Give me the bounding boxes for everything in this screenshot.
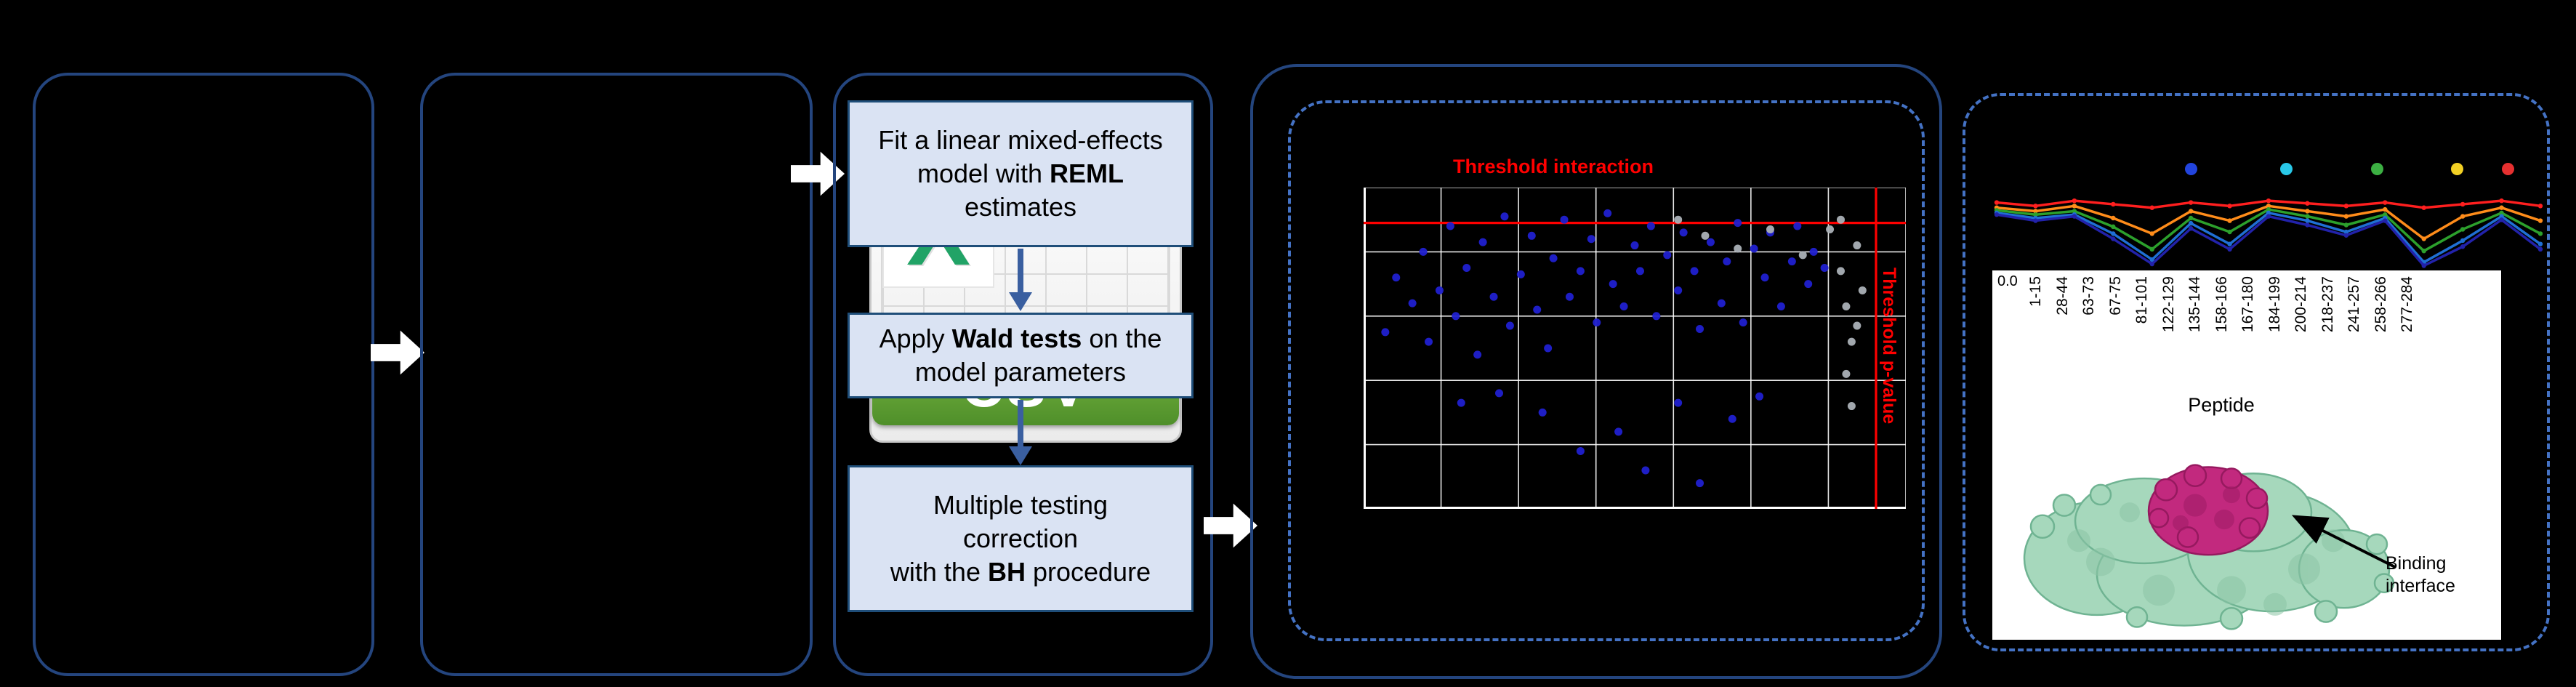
scatter-svg bbox=[1363, 187, 1907, 510]
legend-dot bbox=[2280, 163, 2293, 175]
peptide-tick: 184-199 bbox=[2266, 276, 2283, 333]
peptide-tick: 200-214 bbox=[2293, 276, 2309, 333]
binding-interface-label: Binding interface bbox=[2386, 553, 2455, 596]
peptide-tick: 277-284 bbox=[2399, 276, 2415, 333]
peptide-axis-label: Peptide bbox=[2188, 394, 2255, 416]
peptide-tick: 167-180 bbox=[2239, 276, 2256, 333]
step-reml-text: Fit a linear mixed-effects model with RE… bbox=[878, 125, 1163, 222]
peptide-tick: 218-237 bbox=[2319, 276, 2336, 333]
step-bh: Multiple testing correction with the BH pr… bbox=[848, 465, 1194, 612]
peptide-tick: 241-257 bbox=[2346, 276, 2362, 333]
flow-arrow-1 bbox=[371, 330, 424, 375]
peptide-tick: 135-144 bbox=[2186, 276, 2203, 333]
step-arrow-2 bbox=[1009, 400, 1032, 465]
protein-structure-image bbox=[2023, 464, 2395, 630]
peptide-tick: 158-166 bbox=[2213, 276, 2230, 333]
binding-interface-arrow bbox=[2291, 515, 2396, 569]
legend-dot bbox=[2502, 163, 2514, 175]
uptake-line-chart bbox=[1987, 179, 2551, 271]
peptide-tick: 258-266 bbox=[2372, 276, 2389, 333]
panel-csv: X CSV bbox=[420, 73, 1182, 676]
timepoint-legend-dots bbox=[1987, 163, 2551, 177]
peptide-tick: 81-101 bbox=[2133, 276, 2150, 324]
peptide-tick-labels: 1-15 28-44 63-73 67-75 81-101 122-129 135-144 1… bbox=[2027, 276, 2415, 387]
threshold-pvalue-label: Threshold p-value bbox=[1879, 268, 1899, 425]
y-axis-tick: 0.0 bbox=[1997, 273, 2018, 289]
threshold-interaction-label: Threshold interaction bbox=[1452, 156, 1654, 177]
peptide-tick: 28-44 bbox=[2053, 276, 2071, 316]
peptide-tick: 122-129 bbox=[2160, 276, 2177, 333]
step-wald: Apply Wald tests on the model parameters bbox=[848, 313, 1194, 398]
peptide-tick: 1-15 bbox=[2027, 276, 2044, 308]
legend-dot bbox=[2451, 163, 2463, 175]
step-arrow-1 bbox=[1009, 249, 1032, 311]
step-wald-text: Apply Wald tests on the model parameters bbox=[879, 324, 1162, 387]
step-bh-text: Multiple testing correction with the BH pr… bbox=[890, 490, 1151, 587]
panel-input bbox=[33, 73, 374, 676]
panel-method-steps bbox=[833, 73, 1213, 676]
peptide-tick: 67-75 bbox=[2106, 276, 2124, 316]
legend-dot bbox=[2371, 163, 2383, 175]
scatter-plot bbox=[1363, 187, 1907, 510]
step-reml: Fit a linear mixed-effects model with RE… bbox=[848, 100, 1194, 247]
peptide-tick: 63-73 bbox=[2080, 276, 2097, 316]
panel-results-plot bbox=[1250, 64, 1942, 679]
legend-dot bbox=[2185, 163, 2197, 175]
results-dashed-border bbox=[1288, 100, 1925, 641]
panel-interpretation bbox=[1963, 93, 2550, 651]
uptake-svg bbox=[1994, 198, 2543, 268]
